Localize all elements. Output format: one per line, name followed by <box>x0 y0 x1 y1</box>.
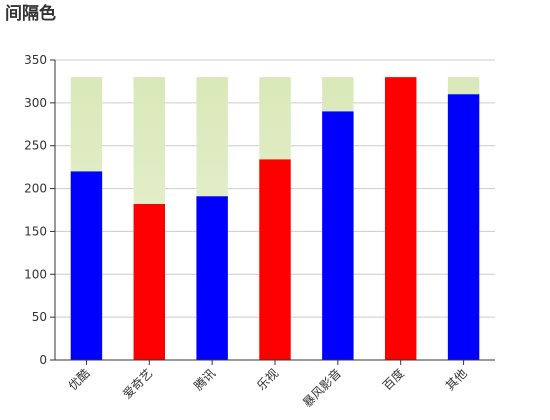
bar-4 <box>259 159 291 360</box>
x-tick-label: 百度 <box>379 366 407 394</box>
x-tick-label: 腾讯 <box>191 366 219 394</box>
y-tick-label: 150 <box>24 224 47 238</box>
bar-5 <box>322 111 354 360</box>
y-tick-label: 200 <box>24 182 47 196</box>
bar-6 <box>385 77 417 361</box>
y-tick-label: 300 <box>24 96 47 110</box>
x-tick-label: 优酷 <box>66 366 93 393</box>
y-tick-label: 250 <box>24 139 47 153</box>
y-axis-ticks: 0 50 100 150 200 250 300 350 <box>24 53 55 367</box>
y-tick-label: 0 <box>39 353 47 367</box>
x-tick-label: 乐视 <box>254 366 282 394</box>
x-tick-label: 其他 <box>443 366 470 393</box>
bar-1 <box>70 171 103 360</box>
x-tick-label: 暴风影音 <box>299 366 344 411</box>
y-tick-label: 100 <box>24 267 47 281</box>
x-tick-label: 爱奇艺 <box>120 366 155 401</box>
x-axis-ticks: 优酷 爱奇艺 腾讯 乐视 暴风影音 百度 其他 <box>66 360 470 410</box>
chart-title: 间隔色 <box>5 4 56 24</box>
bar-3 <box>196 196 228 360</box>
bar-7 <box>447 94 480 361</box>
bar-2 <box>133 204 165 360</box>
y-tick-label: 50 <box>32 310 47 324</box>
y-tick-label: 350 <box>24 53 47 67</box>
data-bars <box>70 77 480 361</box>
